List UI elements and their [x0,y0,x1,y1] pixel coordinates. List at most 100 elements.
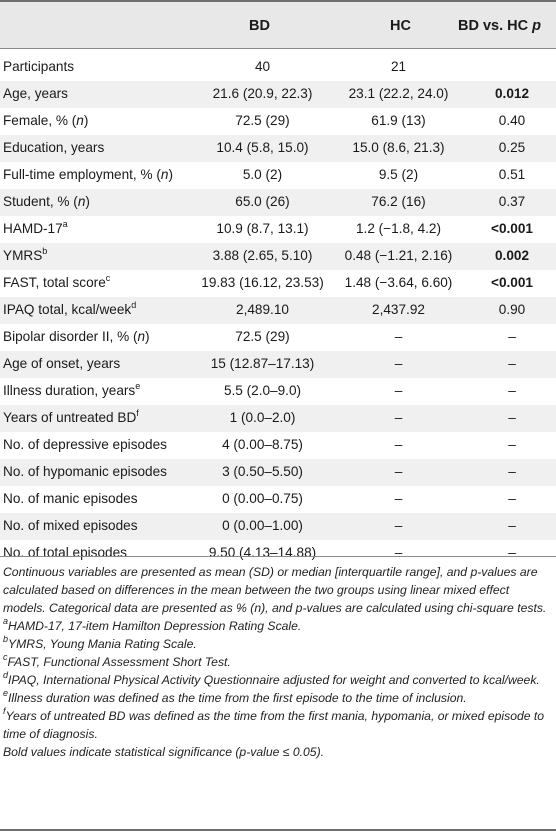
row-label-text: Participants [3,59,75,74]
row-label-text: No. of manic episodes [3,491,138,506]
footnote-marker: a [62,219,68,229]
cell-bd: 10.4 (5.8, 15.0) [216,140,309,155]
cell-bd: 0 (0.00–0.75) [222,491,303,506]
footnote-mark: d [3,670,9,680]
cell-p-value: 0.37 [498,194,526,209]
notes-main: Continuous variables are presented as me… [3,565,547,615]
cell-p-value: <0.001 [491,221,533,236]
table-row: Female, % (n) 72.5 (29) 61.9 (13) 0.40 [0,108,556,135]
row-label-text: Bipolar disorder II, % ( [3,329,138,344]
row-label: Bipolar disorder II, % (n) [3,329,150,344]
table-row: No. of mixed episodes 0 (0.00–1.00) – – [0,513,556,540]
table-row: Illness duration, yearse 5.5 (2.0–9.0) – – [0,378,556,405]
cell-p-value: – [508,437,516,452]
cell-p-value: – [508,356,516,371]
cell-bd: 72.5 (29) [235,329,290,344]
table-row: IPAQ total, kcal/weekd 2,489.10 2,437.92 0.… [0,297,556,324]
row-label: No. of manic episodes [3,491,138,506]
row-label: Illness duration, yearse [3,382,140,399]
cell-bd: 2,489.10 [236,302,289,317]
row-label: Participants [3,59,74,74]
cell-bd: 0 (0.00–1.00) [222,518,303,533]
notes-bold-explanation: Bold values indicate statistical signifi… [3,745,325,759]
header-p-value: BD vs. HC p [458,18,541,34]
cell-bd: 10.9 (8.7, 13.1) [216,221,309,236]
footnote-text: HAMD-17, 17-item Hamilton Depression Rat… [8,619,302,633]
cell-hc: – [394,518,403,533]
row-label: Full-time employment, % (n) [3,167,173,182]
table-row: Full-time employment, % (n) 5.0 (2) 9.5 (2… [0,162,556,189]
cell-hc: 61.9 (13) [371,113,426,128]
footnote-mark: a [3,616,9,626]
table-row: No. of depressive episodes 4 (0.00–8.75) –… [0,432,556,459]
cell-bd: 21.6 (20.9, 22.3) [212,86,313,101]
cell-p-value: 0.90 [498,302,526,317]
footnote-mark: c [3,652,8,662]
row-label-text: Illness duration, years [3,383,136,398]
cell-hc: 2,437.92 [372,302,425,317]
row-label-text: HAMD-17 [3,221,63,236]
row-label: No. of depressive episodes [3,437,167,452]
cell-bd: 3 (0.50–5.50) [222,464,303,479]
cell-p-value: – [508,491,516,506]
cell-p-value: – [508,464,516,479]
table-row: FAST, total scorec 19.83 (16.12, 23.53) 1.… [0,270,556,297]
cell-p-value: – [508,410,516,425]
footnote-marker: b [42,246,48,256]
table-row: HAMD-17a 10.9 (8.7, 13.1) 1.2 (−1.8, 4.2) <… [0,216,556,243]
row-label: IPAQ total, kcal/weekd [3,301,136,318]
cell-hc: – [394,383,403,398]
footnote-text: Illness duration was defined as the time… [8,691,467,705]
row-label-text: FAST, total score [3,275,106,290]
table-row: Age of onset, years 15 (12.87–17.13) – – [0,351,556,378]
header-p-prefix: BD vs. HC [458,18,529,34]
row-label-text: IPAQ total, kcal/week [3,302,132,317]
table-body: Participants 40 21 Age, years 21.6 (20.9, 22… [0,54,556,567]
row-label: Years of untreated BDf [3,408,139,426]
cell-bd: 72.5 (29) [235,113,290,128]
footnote-mark: f [3,706,6,716]
table-row: Education, years 10.4 (5.8, 15.0) 15.0 (8.… [0,135,556,162]
row-label-unit: n [77,194,86,209]
footnote: fYears of untreated BD was defined as th… [3,707,551,743]
row-label-unit: n [137,329,146,344]
footnote-list: aHAMD-17, 17-item Hamilton Depression Ra… [3,617,551,743]
cell-hc: 76.2 (16) [371,194,426,209]
table-row: Bipolar disorder II, % (n) 72.5 (29) – – [0,324,556,351]
footnote-marker: c [105,273,111,283]
cell-hc: 0.48 (−1.21, 2.16) [344,248,453,263]
row-label-text: No. of depressive episodes [3,437,167,452]
cell-bd: 40 [254,59,271,74]
cell-p-value: – [508,518,516,533]
row-label-text: Education, years [3,140,105,155]
footnote-marker: f [136,408,139,418]
cell-hc: – [394,491,403,506]
row-label: FAST, total scorec [3,273,111,291]
row-label: Female, % (n) [3,113,89,128]
row-label: Education, years [3,140,104,155]
footnote: bYMRS, Young Mania Rating Scale. [3,635,551,653]
row-label-text: Age of onset, years [3,356,121,371]
row-label: Student, % (n) [3,194,90,209]
footnote: eIllness duration was defined as the tim… [3,689,551,707]
row-label-text: YMRS [3,248,43,263]
table-row: YMRSb 3.88 (2.65, 5.10) 0.48 (−1.21, 2.16)… [0,243,556,270]
row-label-text: Age, years [3,86,68,101]
footnote-text: YMRS, Young Mania Rating Scale. [8,637,197,651]
row-label: HAMD-17a [3,219,68,237]
cell-hc: 1.48 (−3.64, 6.60) [344,275,453,290]
row-label: No. of mixed episodes [3,518,138,533]
row-label-text: No. of mixed episodes [3,518,138,533]
notes-divider [0,556,556,557]
header-bd: BD [249,18,270,34]
row-label-text: Female, % ( [3,113,77,128]
row-label: YMRSb [3,246,48,264]
row-label-text: No. of hypomanic episodes [3,464,167,479]
bottom-rule [0,829,556,831]
cell-hc: – [394,464,403,479]
cell-p-value: <0.001 [491,275,533,290]
row-label-text: Full-time employment, % ( [3,167,161,182]
table-row: No. of manic episodes 0 (0.00–0.75) – – [0,486,556,513]
footnote: cFAST, Functional Assessment Short Test. [3,653,551,671]
row-label-text: No. of total episodes [3,545,127,560]
